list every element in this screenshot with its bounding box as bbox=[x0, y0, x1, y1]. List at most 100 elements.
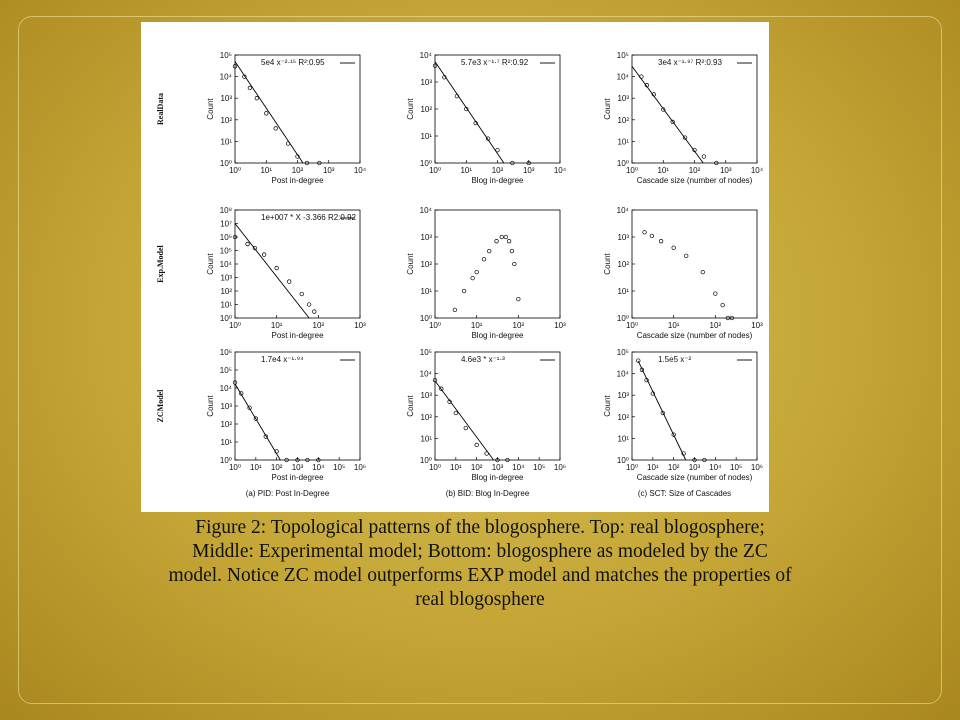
y-tick-label: 10⁴ bbox=[617, 206, 630, 215]
x-tick-label: 10¹ bbox=[450, 463, 462, 472]
legend-label: 3e4 x⁻¹·⁹⁷ R²:0.93 bbox=[658, 58, 722, 67]
y-tick-label: 10³ bbox=[420, 391, 432, 400]
y-tick-label: 10⁴ bbox=[220, 73, 233, 82]
y-axis-label: Count bbox=[206, 98, 215, 120]
x-axis-label: Cascade size (number of nodes) bbox=[637, 176, 753, 185]
data-point bbox=[505, 457, 510, 463]
data-point bbox=[232, 234, 238, 240]
x-tick-label: 10⁰ bbox=[229, 463, 241, 472]
y-tick-label: 10³ bbox=[617, 233, 629, 242]
y-tick-label: 10¹ bbox=[420, 287, 432, 296]
data-point bbox=[304, 160, 310, 166]
data-point bbox=[432, 377, 438, 383]
x-axis-label: Blog in-degree bbox=[471, 473, 524, 482]
caption: Figure 2: Topological patterns of the bl… bbox=[20, 516, 940, 612]
data-point bbox=[295, 457, 300, 463]
x-axis-label: Post in-degree bbox=[271, 176, 324, 185]
x-tick-label: 10² bbox=[313, 321, 325, 330]
y-tick-label: 10⁶ bbox=[220, 348, 232, 357]
y-axis-label: Count bbox=[406, 395, 415, 417]
y-tick-label: 10⁰ bbox=[420, 159, 432, 168]
column-caption: (a) PID: Post In-Degree bbox=[246, 489, 330, 498]
data-point bbox=[461, 288, 467, 294]
data-point bbox=[714, 160, 719, 166]
x-tick-label: 10² bbox=[513, 321, 525, 330]
x-tick-label: 10² bbox=[292, 166, 304, 175]
data-point bbox=[661, 107, 666, 112]
y-tick-label: 10⁶ bbox=[220, 233, 232, 242]
y-tick-label: 10² bbox=[420, 413, 432, 422]
y-tick-label: 10¹ bbox=[220, 301, 232, 310]
x-tick-label: 10² bbox=[668, 463, 680, 472]
data-point bbox=[510, 160, 515, 166]
y-tick-label: 10² bbox=[220, 420, 232, 429]
column-caption: (c) SCT: Size of Cascades bbox=[638, 489, 731, 498]
y-axis-label: Count bbox=[406, 98, 415, 120]
row-label: RealData bbox=[156, 93, 165, 125]
x-tick-label: 10¹ bbox=[460, 166, 472, 175]
slide-frame bbox=[18, 16, 942, 704]
legend-label: 1e+007 * X -3.366 R2:0.92 bbox=[261, 213, 357, 222]
data-point bbox=[306, 302, 312, 307]
y-tick-label: 10³ bbox=[220, 402, 232, 411]
y-tick-label: 10² bbox=[617, 116, 629, 125]
x-tick-label: 10⁰ bbox=[429, 463, 441, 472]
x-tick-label: 10⁰ bbox=[229, 166, 241, 175]
data-point bbox=[254, 96, 259, 101]
data-point bbox=[284, 457, 289, 463]
y-tick-label: 10³ bbox=[617, 391, 629, 400]
data-point bbox=[512, 261, 517, 267]
x-tick-label: 10⁰ bbox=[429, 321, 441, 330]
y-axis-label: Count bbox=[603, 395, 612, 417]
data-point bbox=[273, 126, 278, 131]
x-tick-label: 10⁶ bbox=[554, 463, 566, 472]
x-axis-label: Post in-degree bbox=[271, 473, 324, 482]
data-point bbox=[671, 432, 676, 437]
y-tick-label: 10¹ bbox=[617, 287, 629, 296]
x-tick-label: 10³ bbox=[292, 463, 304, 472]
x-tick-label: 10⁵ bbox=[333, 463, 345, 472]
x-tick-label: 10² bbox=[710, 321, 722, 330]
y-tick-label: 10⁴ bbox=[617, 370, 630, 379]
y-axis-label: Count bbox=[206, 395, 215, 417]
x-axis-label: Blog in-degree bbox=[471, 176, 524, 185]
y-tick-label: 10⁷ bbox=[220, 220, 232, 229]
caption-line: Middle: Experimental model; Bottom: blog… bbox=[192, 541, 768, 562]
x-tick-label: 10³ bbox=[323, 166, 335, 175]
x-axis-label: Cascade size (number of nodes) bbox=[637, 331, 753, 340]
data-point bbox=[526, 160, 531, 166]
x-tick-label: 10⁴ bbox=[512, 463, 525, 472]
data-point bbox=[474, 442, 479, 448]
y-tick-label: 10⁵ bbox=[220, 51, 232, 60]
y-tick-label: 10¹ bbox=[617, 434, 629, 443]
x-tick-label: 10² bbox=[471, 463, 483, 472]
y-tick-label: 10⁵ bbox=[617, 348, 629, 357]
y-tick-label: 10⁴ bbox=[220, 384, 233, 393]
y-tick-label: 10¹ bbox=[420, 434, 432, 443]
fit-line bbox=[434, 380, 494, 461]
data-point bbox=[642, 230, 647, 235]
x-tick-label: 10³ bbox=[523, 166, 535, 175]
data-point bbox=[305, 457, 310, 463]
data-point bbox=[713, 291, 718, 296]
data-point bbox=[247, 405, 252, 410]
data-point bbox=[503, 234, 508, 240]
data-point bbox=[700, 269, 705, 275]
x-tick-label: 10⁴ bbox=[354, 166, 367, 175]
y-tick-label: 10⁰ bbox=[617, 314, 629, 323]
y-tick-label: 10⁴ bbox=[617, 73, 630, 82]
y-tick-label: 10⁵ bbox=[420, 348, 432, 357]
data-point bbox=[252, 245, 258, 251]
y-tick-label: 10¹ bbox=[220, 137, 232, 146]
x-tick-label: 10¹ bbox=[250, 463, 262, 472]
x-tick-label: 10¹ bbox=[668, 321, 680, 330]
x-tick-label: 10⁴ bbox=[751, 166, 764, 175]
x-tick-label: 10⁴ bbox=[709, 463, 722, 472]
fit-line bbox=[434, 61, 505, 164]
data-point bbox=[701, 154, 707, 159]
x-tick-label: 10³ bbox=[689, 463, 701, 472]
legend-label: 1.7e4 x⁻¹·⁹⁴ bbox=[261, 355, 304, 364]
figure: RealData Exp.Model ZCModel (a) PID: Post In… bbox=[141, 22, 769, 512]
data-point bbox=[432, 63, 438, 68]
data-point bbox=[245, 241, 250, 247]
